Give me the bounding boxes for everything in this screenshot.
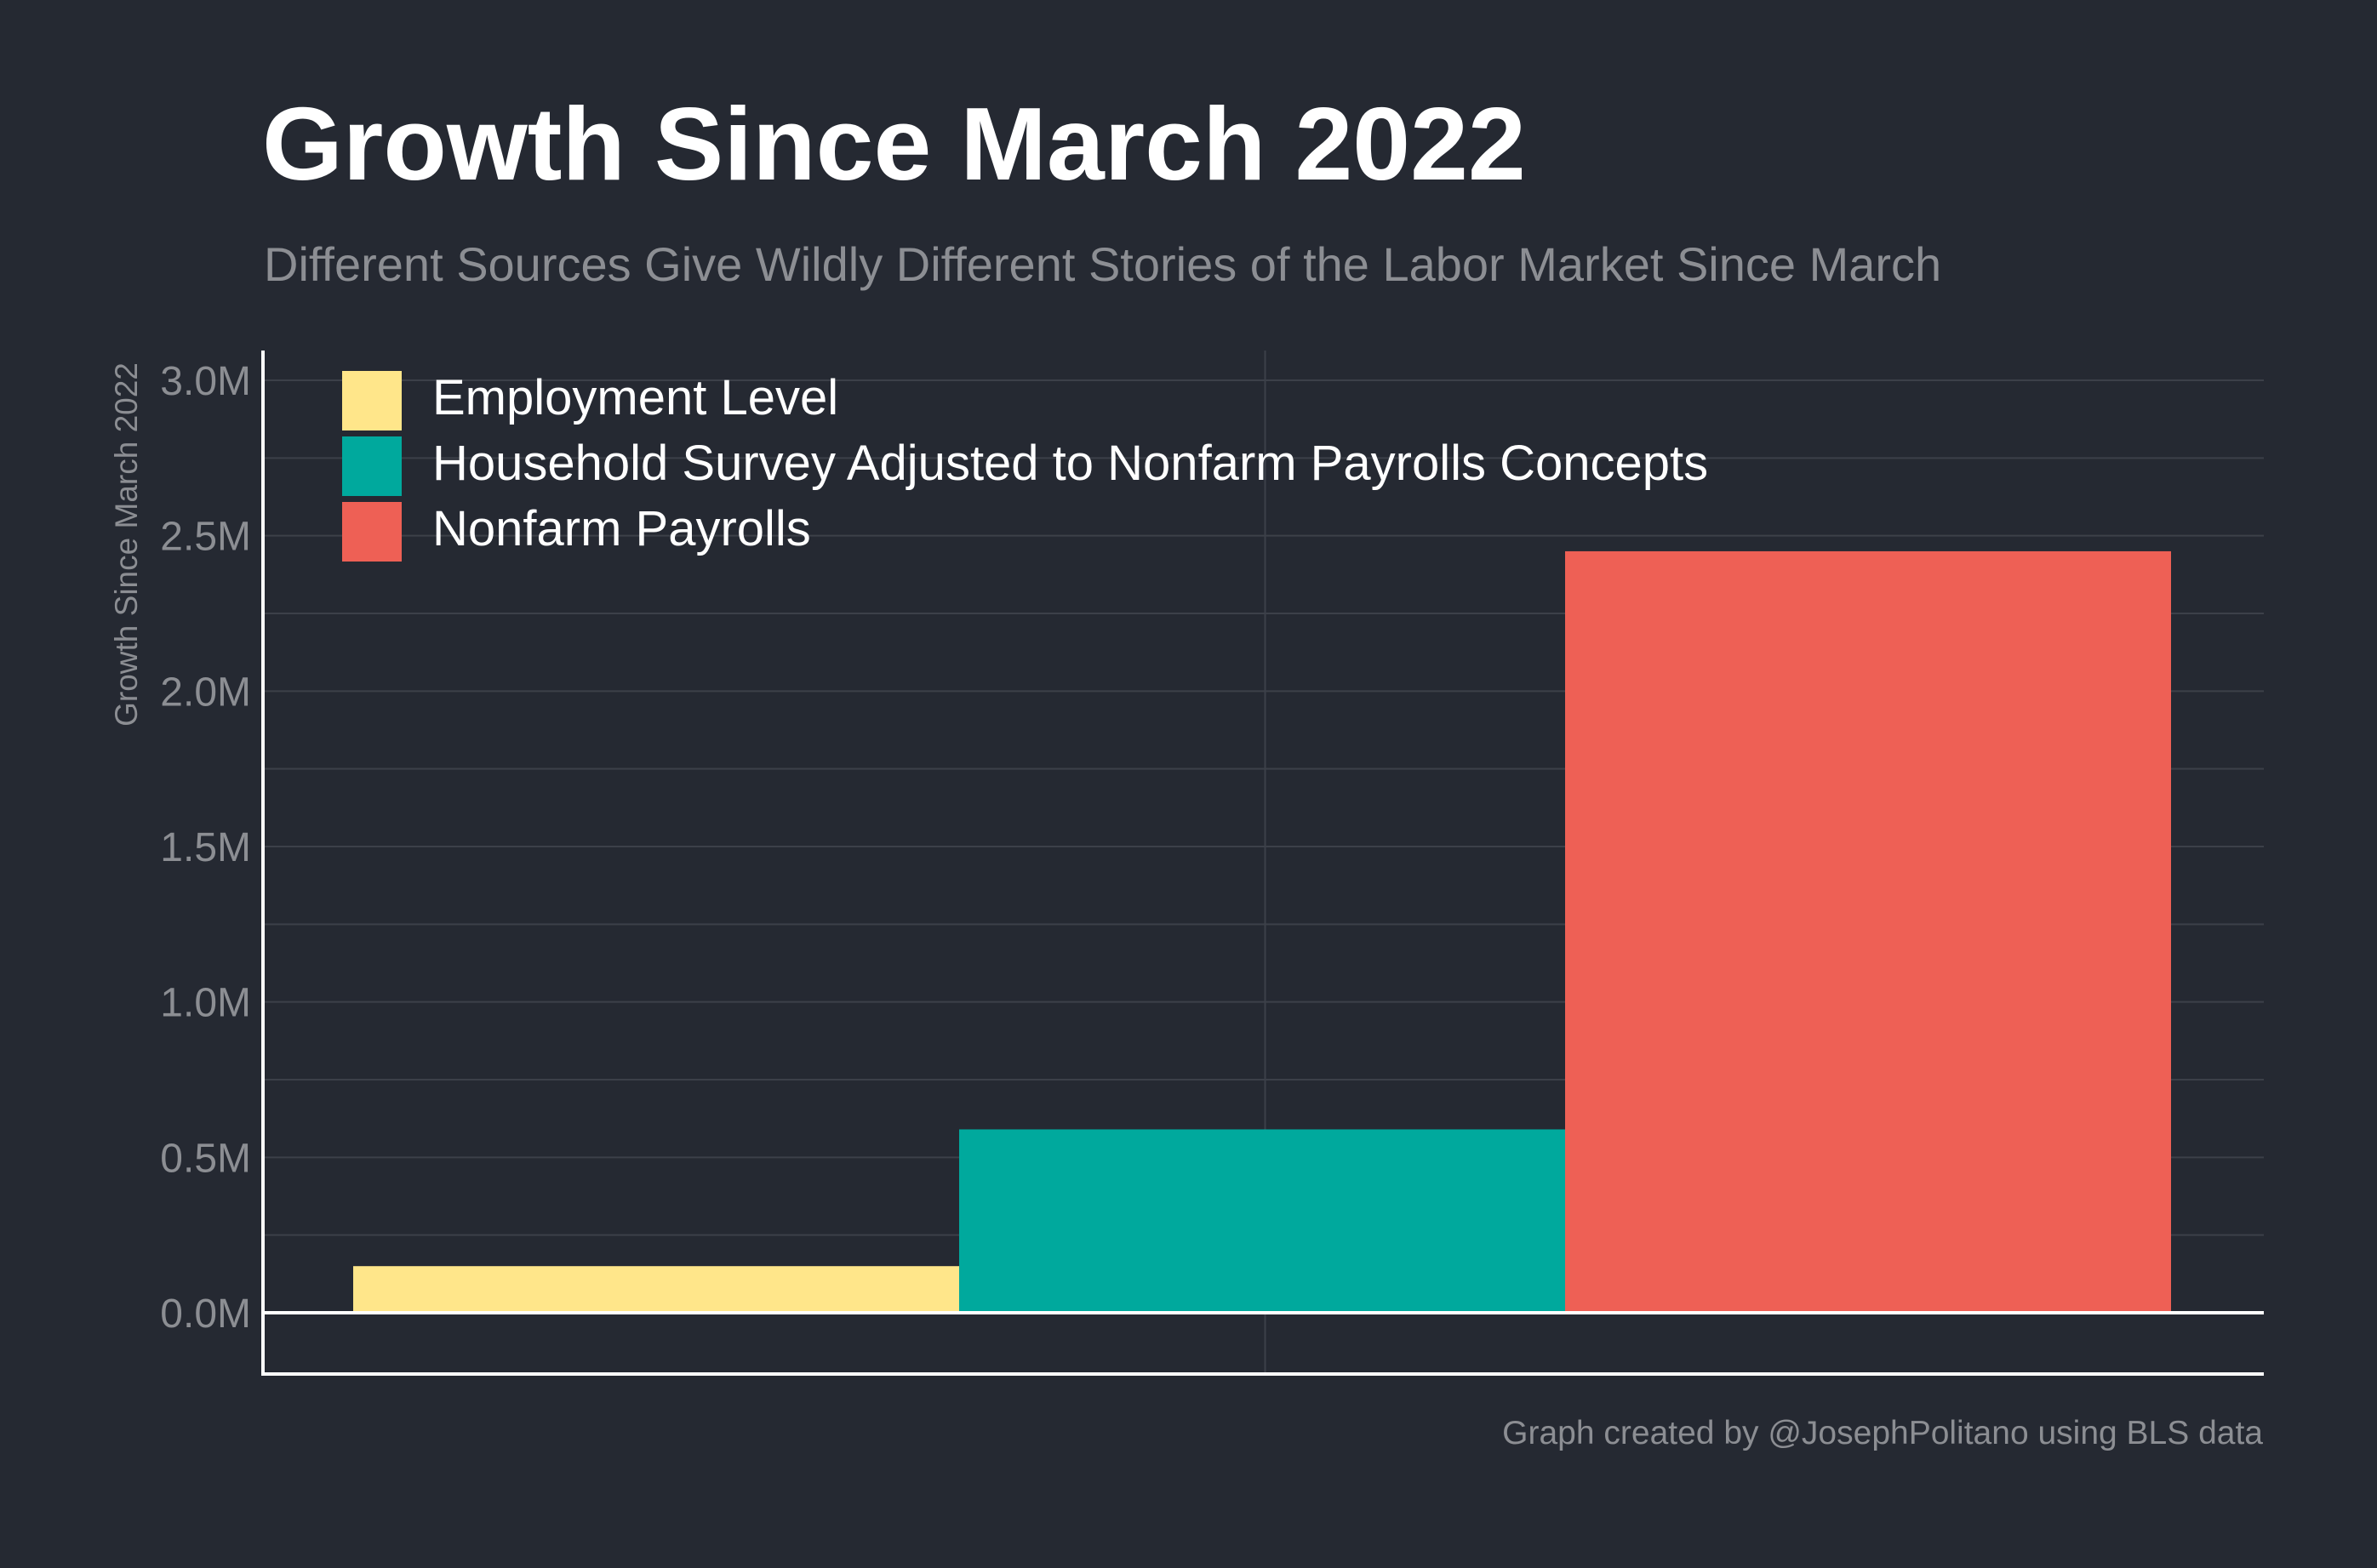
chart-subtitle: Different Sources Give Wildly Different … xyxy=(264,237,1942,291)
bar-2 xyxy=(959,1129,1565,1313)
legend: Employment Level Household Survey Adjuste… xyxy=(342,370,1708,562)
legend-swatch xyxy=(342,502,402,562)
bars xyxy=(353,550,2171,1313)
bar-3 xyxy=(1565,550,2171,1313)
y-tick-label: 3.0M xyxy=(160,359,251,404)
legend-swatch xyxy=(342,436,402,496)
y-tick-label: 0.0M xyxy=(160,1291,251,1337)
axes: 0.0M 0.5M 1.0M 1.5M 2.0M 2.5M 3.0M xyxy=(160,351,2264,1376)
bar-1 xyxy=(353,1266,959,1313)
legend-swatch xyxy=(342,371,402,430)
y-tick-label: 2.0M xyxy=(160,670,251,715)
y-tick-label: 1.0M xyxy=(160,981,251,1026)
legend-label: Nonfarm Payrolls xyxy=(432,501,811,556)
y-tick-label: 0.5M xyxy=(160,1136,251,1181)
caption: Graph created by @JosephPolitano using B… xyxy=(1502,1415,2263,1451)
chart-title: Growth Since March 2022 xyxy=(262,86,1526,202)
y-axis-label: Growth Since March 2022 xyxy=(109,362,144,727)
y-tick-label: 2.5M xyxy=(160,515,251,560)
legend-label: Employment Level xyxy=(432,370,838,425)
legend-label: Household Survey Adjusted to Nonfarm Pay… xyxy=(432,436,1708,491)
y-tick-label: 1.5M xyxy=(160,825,251,870)
